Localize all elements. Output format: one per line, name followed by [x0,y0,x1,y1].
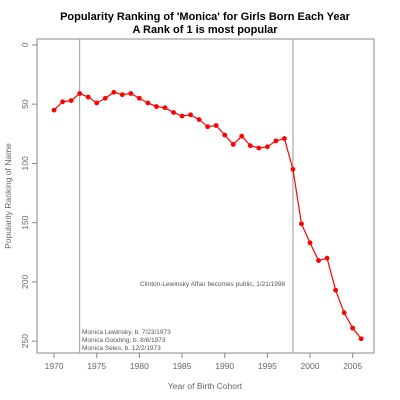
chart-subtitle: A Rank of 1 is most popular [132,24,278,36]
x-tick-label: 1990 [215,361,234,371]
data-point [188,112,193,118]
data-point [282,136,287,141]
data-point [264,144,270,150]
series-line [53,91,362,340]
y-tick-label: 100 [20,156,30,170]
data-point [239,133,245,139]
data-point [111,89,117,95]
series-monica [51,89,364,342]
data-point [77,91,83,96]
data-point [145,100,151,106]
data-point [324,255,330,261]
data-point [136,95,142,101]
annotation-note: Monica Gooding, b. 8/6/1973 [82,337,166,344]
data-point [119,92,125,98]
data-point [94,100,100,106]
annotation-note: Monica Seles, b. 12/2/1973 [82,345,161,352]
data-point [290,166,296,172]
data-point [51,107,57,113]
y-tick-label: 150 [20,215,30,229]
data-point [341,310,347,316]
y-tick-label: 0 [20,42,30,47]
data-point [307,240,313,246]
data-point [213,123,219,128]
data-point [230,142,236,147]
y-axis: 0 50 100 150 200 250 [20,42,37,348]
data-point [154,104,159,109]
y-tick-label: 200 [20,275,30,289]
plot-frame [36,38,375,354]
data-point [60,99,65,105]
annotation-note: Monica Lewinsky, b. 7/23/1973 [82,329,171,336]
data-point [162,105,168,111]
y-axis-label: Popularity Ranking of Name [3,143,13,249]
data-point [222,132,228,138]
data-point [273,138,279,144]
data-point [316,258,321,263]
data-point [256,145,262,151]
x-tick-label: 1980 [130,361,149,371]
data-point [128,91,134,96]
y-tick-label: 50 [20,99,30,109]
data-point [333,287,339,293]
data-point [358,336,364,342]
x-tick-label: 2005 [343,361,362,371]
x-tick-label: 1970 [45,361,64,371]
data-point [247,143,253,149]
annotation-affair: Clinton-Lewinsky Affair becomes public, … [140,281,286,288]
x-axis-label: Year of Birth Cohort [168,381,243,391]
data-point [171,110,176,115]
reference-lines [79,39,294,353]
x-tick-label: 1995 [258,361,277,371]
data-point [196,117,202,122]
data-point [85,94,91,100]
data-point [205,124,211,130]
data-point [350,325,356,331]
x-tick-label: 1985 [173,361,192,371]
data-point [102,95,108,101]
x-axis: 1970 1975 1980 1985 1990 1995 2000 2005 [45,353,362,371]
x-tick-label: 2000 [301,361,320,371]
y-tick-label: 250 [20,334,30,348]
data-point [179,113,185,119]
x-tick-label: 1975 [87,361,106,371]
data-point [299,221,304,227]
chart-title: Popularity Ranking of 'Monica' for Girls… [60,11,351,23]
data-point [68,98,74,104]
